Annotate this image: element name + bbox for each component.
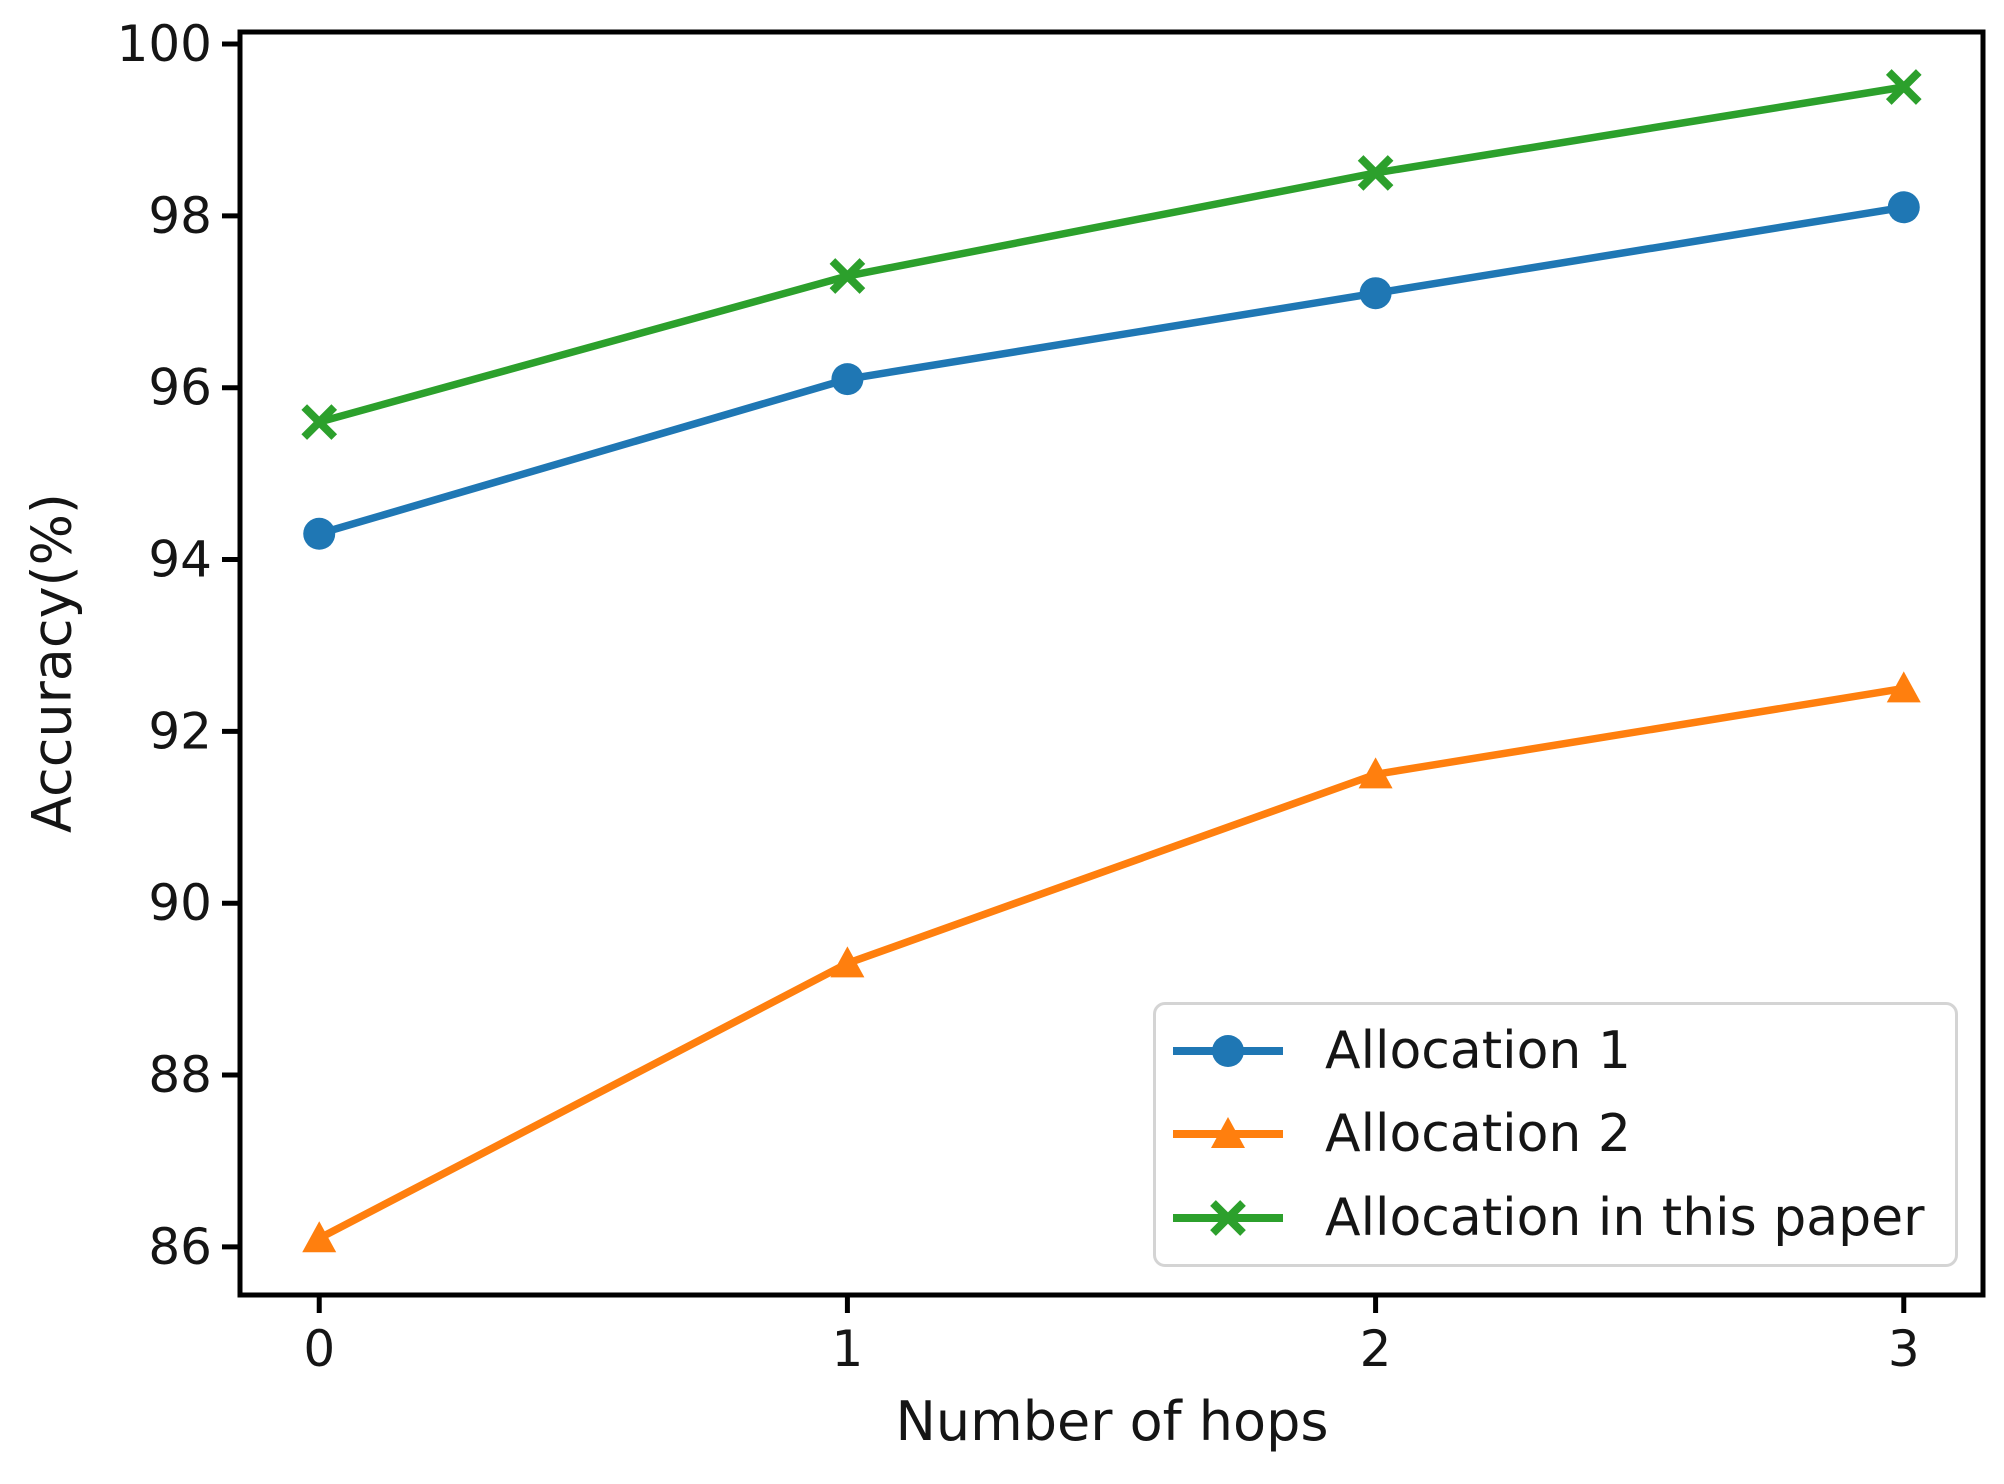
svg-text:98: 98 — [148, 187, 212, 245]
legend-sample-line-circle — [1173, 1034, 1283, 1067]
svg-text:88: 88 — [148, 1046, 212, 1104]
svg-text:1: 1 — [832, 1320, 864, 1378]
legend-label: Allocation in this paper — [1325, 1188, 1925, 1249]
svg-text:2: 2 — [1360, 1320, 1392, 1378]
svg-text:0: 0 — [303, 1320, 335, 1378]
svg-text:3: 3 — [1888, 1320, 1920, 1378]
legend-label: Allocation 2 — [1325, 1104, 1631, 1165]
plot-border — [237, 29, 1986, 1298]
y-axis-label: Accuracy(%) — [20, 493, 84, 833]
svg-text:96: 96 — [148, 359, 212, 417]
svg-text:90: 90 — [148, 874, 212, 932]
svg-text:94: 94 — [148, 531, 212, 589]
svg-text:100: 100 — [117, 15, 212, 73]
axis-ticks: 86 88 90 92 94 96 98 100 0 1 2 3 — [117, 15, 1920, 1378]
legend-sample-line-triangle — [1173, 1117, 1283, 1149]
legend-item-allocation-2: Allocation 2 — [1156, 1095, 1955, 1174]
legend: Allocation 1 Allocation 2 Allocation in … — [1153, 1002, 1958, 1267]
legend-label: Allocation 1 — [1325, 1020, 1631, 1081]
x-marker-icon — [1210, 1200, 1246, 1236]
triangle-marker-icon — [1211, 1117, 1245, 1149]
svg-text:92: 92 — [148, 702, 212, 760]
svg-text:86: 86 — [148, 1218, 212, 1276]
legend-sample-line-x — [1173, 1200, 1283, 1236]
legend-item-allocation-1: Allocation 1 — [1156, 1011, 1955, 1090]
legend-item-allocation-in-this-paper: Allocation in this paper — [1156, 1179, 1955, 1258]
circle-marker-icon — [1212, 1034, 1244, 1067]
x-axis-label: Number of hops — [895, 1390, 1329, 1453]
data-series — [301, 69, 1922, 1253]
